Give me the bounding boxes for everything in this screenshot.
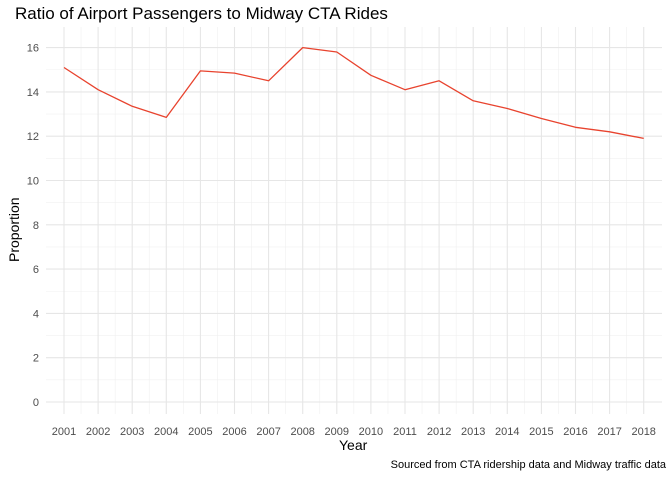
x-tick-label: 2008: [290, 426, 314, 438]
x-tick-label: 2010: [359, 426, 383, 438]
x-tick-label: 2004: [154, 426, 178, 438]
x-tick-label: 2012: [427, 426, 451, 438]
x-tick-label: 2003: [120, 426, 144, 438]
x-tick-label: 2006: [222, 426, 246, 438]
x-tick-label: 2011: [393, 426, 417, 438]
x-tick-label: 2017: [597, 426, 621, 438]
y-tick-label: 8: [33, 220, 39, 232]
x-tick-label: 2016: [563, 426, 587, 438]
y-tick-label: 10: [27, 176, 39, 188]
x-tick-label: 2001: [52, 426, 76, 438]
y-tick-label: 2: [33, 353, 39, 365]
x-tick-label: 2018: [631, 426, 655, 438]
y-tick-label: 6: [33, 264, 39, 276]
series-line: [63, 46, 644, 140]
x-tick-label: 2007: [256, 426, 280, 438]
y-tick-label: 12: [27, 131, 39, 143]
x-tick-label: 2014: [495, 426, 519, 438]
x-tick-label: 2013: [461, 426, 485, 438]
y-tick-label: 16: [27, 43, 39, 55]
chart-title: Ratio of Airport Passengers to Midway CT…: [15, 4, 388, 23]
x-tick-label: 2015: [529, 426, 553, 438]
x-axis-label: Year: [339, 437, 368, 453]
chart-caption: Sourced from CTA ridership data and Midw…: [390, 459, 666, 471]
y-tick-label: 4: [33, 308, 39, 320]
y-tick-label: 14: [27, 87, 39, 99]
x-tick-label: 2005: [188, 426, 212, 438]
y-tick-label: 0: [33, 397, 39, 409]
x-tick-label: 2002: [86, 426, 110, 438]
x-tick-label: 2009: [325, 426, 349, 438]
